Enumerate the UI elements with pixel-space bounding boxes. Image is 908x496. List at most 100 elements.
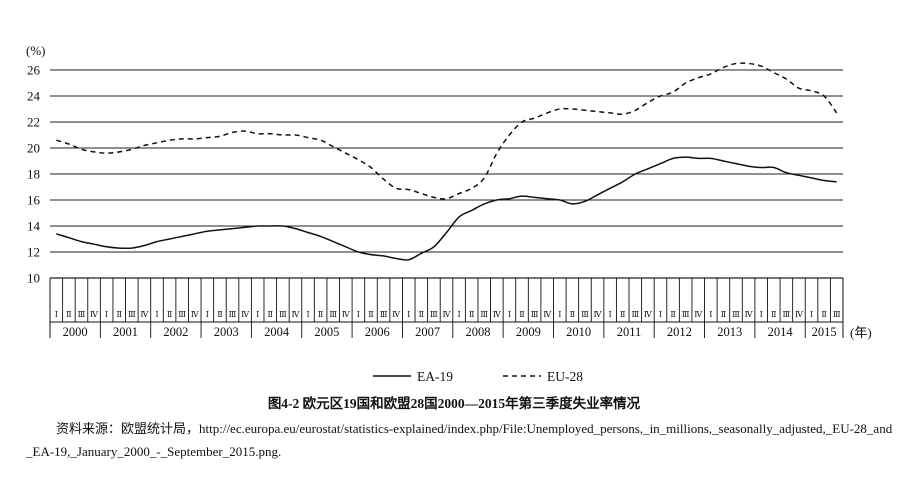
quarter-label: Ⅳ (191, 310, 200, 319)
year-label-2003: 2003 (214, 325, 239, 339)
year-label-2001: 2001 (113, 325, 138, 339)
quarter-label: Ⅰ (256, 310, 259, 319)
quarter-label: Ⅲ (480, 310, 488, 319)
quarter-label: Ⅰ (357, 310, 360, 319)
quarter-label: Ⅲ (782, 310, 790, 319)
quarter-label: Ⅳ (745, 310, 754, 319)
quarter-label: Ⅳ (543, 310, 552, 319)
quarter-label: Ⅳ (392, 310, 401, 319)
x-axis-unit-label: (年) (850, 325, 872, 340)
quarter-label: Ⅱ (117, 310, 122, 319)
year-label-2005: 2005 (314, 325, 339, 339)
quarter-label: Ⅲ (833, 310, 841, 319)
quarter-label: Ⅳ (342, 310, 351, 319)
quarter-label: Ⅲ (178, 310, 186, 319)
quarter-label: Ⅰ (306, 310, 309, 319)
quarter-label: Ⅲ (732, 310, 740, 319)
year-label-2015: 2015 (812, 325, 837, 339)
legend-label-ea-19: EA-19 (417, 369, 453, 384)
quarter-label: Ⅲ (631, 310, 639, 319)
year-label-2008: 2008 (465, 325, 490, 339)
quarter-label: Ⅱ (519, 310, 524, 319)
quarter-label: Ⅲ (581, 310, 589, 319)
quarter-label: Ⅱ (469, 310, 474, 319)
y-tick-label-20: 20 (27, 141, 40, 156)
year-label-2012: 2012 (667, 325, 692, 339)
quarter-label: Ⅳ (694, 310, 703, 319)
quarter-label: Ⅳ (795, 310, 804, 319)
quarter-label: Ⅲ (531, 310, 539, 319)
quarter-label: Ⅱ (217, 310, 222, 319)
quarter-label: Ⅱ (66, 310, 71, 319)
quarter-label: Ⅲ (380, 310, 388, 319)
quarter-label: Ⅱ (368, 310, 373, 319)
quarter-label: Ⅱ (268, 310, 273, 319)
legend-label-eu-28: EU-28 (547, 369, 583, 384)
year-label-2014: 2014 (768, 325, 794, 339)
quarter-label: Ⅲ (682, 310, 690, 319)
y-tick-label-22: 22 (27, 115, 40, 130)
quarter-label: Ⅰ (609, 310, 612, 319)
quarter-label: Ⅱ (721, 310, 726, 319)
quarter-label: Ⅲ (78, 310, 86, 319)
gridlines (50, 69, 843, 279)
y-tick-label-18: 18 (27, 167, 40, 182)
y-tick-label-24: 24 (27, 89, 41, 104)
quarter-label: Ⅰ (810, 310, 813, 319)
quarter-label: Ⅰ (55, 310, 58, 319)
quarter-label: Ⅱ (771, 310, 776, 319)
y-tick-labels: 10 12 14 16 18 20 22 24 26 (27, 63, 41, 286)
quarter-label: Ⅰ (206, 310, 209, 319)
year-label-2004: 2004 (264, 325, 290, 339)
quarter-label: Ⅲ (430, 310, 438, 319)
quarter-label: Ⅳ (594, 310, 603, 319)
quarter-label: Ⅱ (670, 310, 675, 319)
year-label-2010: 2010 (566, 325, 591, 339)
y-tick-label-14: 14 (27, 219, 41, 234)
series-lines (56, 62, 838, 261)
quarter-label: Ⅲ (329, 310, 337, 319)
quarter-label: Ⅱ (570, 310, 575, 319)
year-label-2000: 2000 (63, 325, 88, 339)
year-label-2006: 2006 (365, 325, 390, 339)
y-tick-label-12: 12 (27, 245, 40, 260)
year-label-2007: 2007 (415, 325, 440, 339)
quarter-label: Ⅳ (291, 310, 300, 319)
y-tick-label-26: 26 (27, 63, 41, 78)
legend: EA-19 EU-28 (373, 369, 583, 384)
y-tick-label-10: 10 (27, 271, 40, 286)
quarter-label: Ⅰ (760, 310, 763, 319)
quarter-label: Ⅳ (90, 310, 99, 319)
quarter-label: Ⅰ (659, 310, 662, 319)
year-label-2002: 2002 (163, 325, 188, 339)
quarter-label: Ⅲ (128, 310, 136, 319)
quarter-label: Ⅳ (140, 310, 149, 319)
quarter-label: Ⅱ (318, 310, 323, 319)
quarter-label: Ⅰ (558, 310, 561, 319)
year-label-2013: 2013 (717, 325, 742, 339)
source-note: 资料来源：欧盟统计局，http://ec.europa.eu/eurostat/… (26, 421, 893, 459)
quarter-label: Ⅱ (620, 310, 625, 319)
quarter-label: Ⅲ (279, 310, 287, 319)
quarter-label: Ⅰ (407, 310, 410, 319)
quarter-label: Ⅳ (493, 310, 502, 319)
quarter-label: Ⅲ (229, 310, 237, 319)
quarter-label: Ⅱ (167, 310, 172, 319)
series-line-eu-28 (56, 62, 838, 200)
series-line-ea-19 (56, 156, 837, 261)
quarter-label: Ⅳ (644, 310, 653, 319)
y-axis-unit-label: (%) (26, 43, 46, 58)
quarter-label: Ⅳ (241, 310, 250, 319)
figure-caption: 图4-2 欧元区19国和欧盟28国2000—2015年第三季度失业率情况 (267, 396, 641, 411)
quarter-label: Ⅳ (443, 310, 452, 319)
quarter-label: Ⅰ (105, 310, 108, 319)
quarter-label: Ⅰ (458, 310, 461, 319)
quarter-label: Ⅱ (419, 310, 424, 319)
quarter-label: Ⅰ (508, 310, 511, 319)
y-tick-label-16: 16 (27, 193, 41, 208)
quarter-label: Ⅰ (709, 310, 712, 319)
quarter-label: Ⅰ (155, 310, 158, 319)
year-label-2009: 2009 (516, 325, 541, 339)
quarter-label: Ⅱ (821, 310, 826, 319)
